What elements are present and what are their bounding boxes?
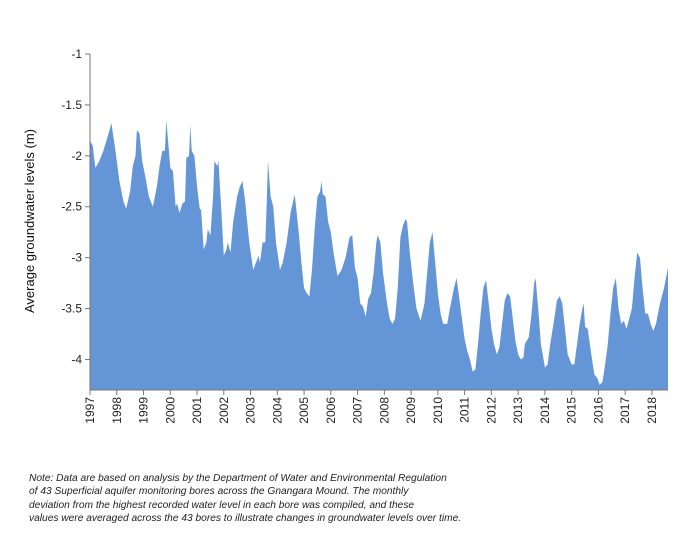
x-tick-label: 2018 [645,397,659,424]
x-tick-label: 2004 [270,397,284,424]
x-tick-label: 2005 [297,397,311,424]
x-tick-label: 2014 [538,397,552,424]
y-tick-label: -2.5 [61,200,82,214]
y-tick-label: -3.5 [61,302,82,316]
note-line: values were averaged across the 43 bores… [29,513,462,525]
y-tick-label: -3 [71,251,82,265]
x-tick-label: 2012 [484,397,498,424]
y-tick-label: -4 [71,352,82,366]
x-tick-label: 2008 [377,397,391,424]
x-tick-label: 2011 [458,397,472,423]
groundwater-area [90,120,668,391]
groundwater-chart: Average groundwater levels (m) -1-1.5-2-… [22,47,668,424]
x-tick-label: 1998 [110,397,124,424]
x-tick-label: 1997 [83,397,97,424]
y-tick-label: -2 [71,149,82,163]
y-ticks: -1 -1.5 -2 -2.5 -3 -3.5 -4 [61,47,90,366]
note-line: Note: Data are based on analysis by the … [29,473,447,484]
x-tick-label: 1999 [137,397,151,424]
y-tick-label: -1 [71,47,82,61]
x-tick-label: 2003 [244,397,258,424]
x-ticks: 1997 1998 1999 2000 2001 2002 2003 2004 2005 2006… [83,390,659,424]
x-tick-label: 2007 [351,397,365,424]
note-line: of 43 Superficial aquifer monitoring bor… [29,486,409,498]
x-tick-label: 2001 [190,397,204,424]
x-tick-label: 2016 [591,397,605,424]
y-axis-title: Average groundwater levels (m) [22,129,37,313]
x-tick-label: 2015 [565,397,579,424]
note-line: deviation from the highest recorded wate… [29,499,415,511]
x-tick-label: 2009 [404,397,418,424]
x-tick-label: 2000 [163,397,177,424]
x-tick-label: 2017 [618,397,632,424]
y-tick-label: -1.5 [61,98,82,112]
x-tick-label: 2002 [217,397,231,424]
x-tick-label: 2010 [431,397,445,424]
chart-note: Note: Data are based on analysis by the … [29,472,499,526]
area-layer [90,120,668,391]
x-tick-label: 2013 [511,397,525,424]
x-tick-label: 2006 [324,397,338,424]
